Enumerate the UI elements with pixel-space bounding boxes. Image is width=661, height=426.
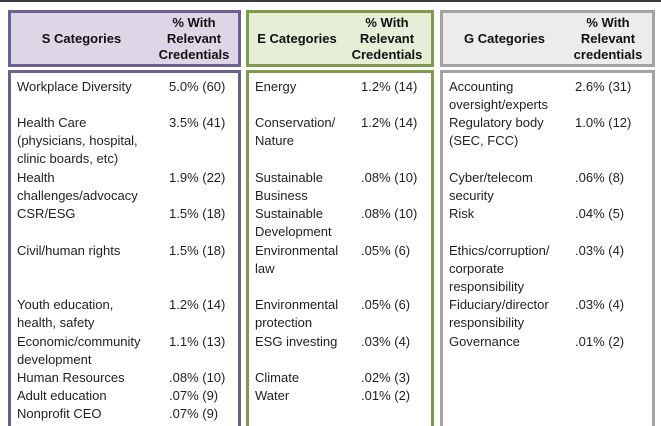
table-row: ESG investing .03% (4)	[255, 333, 429, 369]
value-cell: 1.1% (13)	[169, 334, 226, 349]
category-cell: Fiduciary/director responsibility	[449, 297, 549, 330]
table-row: Cyber/telecom security .06% (8)	[449, 169, 650, 205]
category-cell: Climate	[255, 370, 300, 385]
value-cell: 1.2% (14)	[361, 79, 418, 94]
e-credentials-header-label: % With Relevant Credentials	[351, 14, 423, 62]
table-row: Workplace Diversity 5.0% (60)	[17, 78, 236, 114]
category-cell: Environmental law	[255, 243, 339, 276]
s-categories-section: S Categories % With Relevant Credentials…	[8, 10, 241, 426]
category-cell: Environmental protection	[255, 297, 339, 330]
table-row: Sustainable Business .08% (10)	[255, 169, 429, 205]
value-cell: 1.2% (14)	[169, 297, 226, 312]
category-cell: Ethics/corruption/ corporate responsibil…	[449, 243, 550, 294]
category-cell: Health challenges/advocacy	[17, 170, 138, 203]
value-cell: .07% (9)	[169, 388, 219, 403]
category-cell: Workplace Diversity	[17, 79, 132, 94]
table-row	[449, 405, 650, 423]
g-categories-rows: Accounting oversight/experts 2.6% (31) Reg…	[440, 70, 655, 426]
e-categories-section: E Categories % With Relevant Credentials…	[246, 10, 434, 426]
table-row: Youth education, health, safety 1.2% (14)	[17, 296, 236, 333]
table-row: Ethics/corruption/ corporate responsibil…	[449, 242, 650, 296]
table-row: Governance .01% (2)	[449, 333, 650, 369]
e-categories-header-label: E Categories	[257, 31, 337, 46]
table-row: Environmental law .05% (6)	[255, 242, 429, 296]
category-cell: Sustainable Business	[255, 170, 323, 203]
e-categories-header: E Categories % With Relevant Credentials	[246, 10, 434, 67]
g-categories-section: G Categories % With Relevant credentials…	[440, 10, 655, 426]
value-cell: .08% (10)	[169, 370, 226, 385]
category-cell: Sustainable Development	[255, 206, 332, 239]
category-cell: Governance	[449, 334, 520, 349]
table-row	[449, 387, 650, 405]
value-cell: .08% (10)	[361, 170, 418, 185]
g-categories-header-label: G Categories	[464, 31, 545, 46]
s-categories-header-label: S Categories	[41, 31, 122, 46]
value-cell: .03% (4)	[575, 243, 625, 258]
value-cell: 1.2% (14)	[361, 115, 418, 130]
category-cell: Nonprofit CEO	[17, 406, 102, 421]
table-row	[449, 369, 650, 387]
category-cell: Energy	[255, 79, 297, 94]
category-cell: Accounting oversight/experts	[449, 79, 548, 112]
table-row: Accounting oversight/experts 2.6% (31)	[449, 78, 650, 114]
table-row: Conservation/ Nature 1.2% (14)	[255, 114, 429, 169]
value-cell: 1.9% (22)	[169, 170, 226, 185]
value-cell: .05% (6)	[361, 243, 411, 258]
table-row: Water .01% (2)	[255, 387, 429, 405]
table-row: Risk .04% (5)	[449, 205, 650, 242]
category-cell: Adult education	[17, 388, 107, 403]
value-cell: .08% (10)	[361, 206, 418, 221]
table-row: Environmental protection .05% (6)	[255, 296, 429, 333]
table-row: CSR/ESG 1.5% (18)	[17, 205, 236, 242]
value-cell: .03% (4)	[361, 334, 411, 349]
value-cell: 1.5% (18)	[169, 206, 226, 221]
value-cell: 2.6% (31)	[575, 79, 632, 94]
table-row: Civil/human rights 1.5% (18)	[17, 242, 236, 296]
value-cell: 3.5% (41)	[169, 115, 226, 130]
table-row: Health Care (physicians, hospital, clini…	[17, 114, 236, 169]
category-cell: Health Care (physicians, hospital, clini…	[17, 115, 138, 166]
category-cell: Cyber/telecom security	[449, 170, 533, 203]
table-row: Economic/community development 1.1% (13)	[17, 333, 236, 369]
category-cell: Risk	[449, 206, 475, 221]
category-cell: Conservation/ Nature	[255, 115, 336, 148]
table-row: Sustainable Development .08% (10)	[255, 205, 429, 242]
category-cell: Economic/community development	[17, 334, 141, 367]
table-row: Adult education .07% (9)	[17, 387, 236, 405]
category-cell: Water	[255, 388, 290, 403]
s-categories-rows: Workplace Diversity 5.0% (60) Health Care …	[8, 70, 241, 426]
value-cell: .01% (2)	[575, 334, 625, 349]
table-row: Health challenges/advocacy 1.9% (22)	[17, 169, 236, 205]
value-cell: .06% (8)	[575, 170, 625, 185]
g-credentials-header-label: % With Relevant credentials	[573, 14, 643, 62]
s-credentials-header-label: % With Relevant Credentials	[158, 14, 230, 62]
value-cell: .02% (3)	[361, 370, 411, 385]
table-row: Nonprofit CEO .07% (9)	[17, 405, 236, 423]
value-cell: .03% (4)	[575, 297, 625, 312]
value-cell: 1.0% (12)	[575, 115, 632, 130]
table-row: Climate .02% (3)	[255, 369, 429, 387]
category-cell: Civil/human rights	[17, 243, 121, 258]
category-cell: ESG investing	[255, 334, 338, 349]
value-cell: .07% (9)	[169, 406, 219, 421]
e-categories-rows: Energy 1.2% (14) Conservation/ Nature 1.2% …	[246, 70, 434, 426]
category-cell: Youth education, health, safety	[17, 297, 114, 330]
table-row: Human Resources .08% (10)	[17, 369, 236, 387]
category-cell: Human Resources	[17, 370, 125, 385]
table-row: Fiduciary/director responsibility .03% (4…	[449, 296, 650, 333]
table-row: Regulatory body (SEC, FCC) 1.0% (12)	[449, 114, 650, 169]
category-cell: Regulatory body (SEC, FCC)	[449, 115, 544, 148]
table-row: Energy 1.2% (14)	[255, 78, 429, 114]
top-border-line	[0, 0, 661, 2]
value-cell: .01% (2)	[361, 388, 411, 403]
g-categories-header: G Categories % With Relevant credentials	[440, 10, 655, 67]
value-cell: .05% (6)	[361, 297, 411, 312]
s-categories-header: S Categories % With Relevant Credentials	[8, 10, 241, 67]
category-cell: CSR/ESG	[17, 206, 76, 221]
value-cell: 5.0% (60)	[169, 79, 226, 94]
value-cell: .04% (5)	[575, 206, 625, 221]
table-row	[255, 405, 429, 423]
value-cell: 1.5% (18)	[169, 243, 226, 258]
